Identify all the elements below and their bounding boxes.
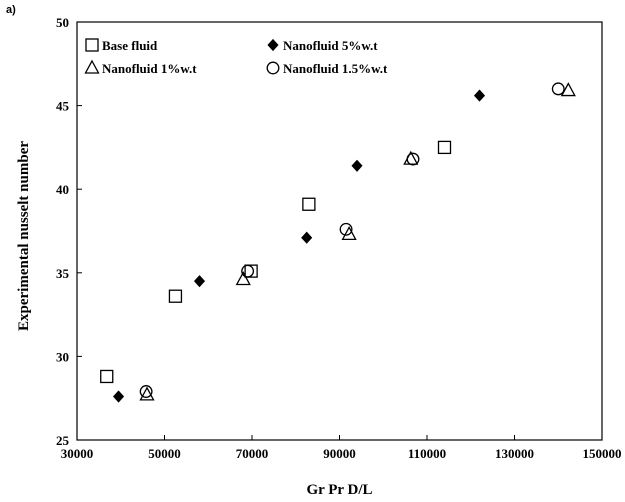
legend-item: Nanofluid 1%w.t xyxy=(84,59,197,76)
legend: Base fluid Nanofluid 5%w.t Nanofluid 1%w.t… xyxy=(84,38,388,76)
y-tick-label: 25 xyxy=(56,433,70,448)
data-point xyxy=(139,386,155,401)
data-point xyxy=(193,275,206,288)
legend-item: Nanofluid 1.5%w.t xyxy=(266,61,388,76)
legend-item: Base fluid xyxy=(85,38,158,53)
series-3 xyxy=(139,82,565,398)
x-tick-label: 130000 xyxy=(495,446,534,461)
y-tick-label: 30 xyxy=(56,349,69,364)
x-axis-title: Gr Pr D/L xyxy=(306,482,372,498)
y-tick-label: 40 xyxy=(56,182,69,197)
legend-label: Nanofluid 1.5%w.t xyxy=(283,61,388,76)
data-point xyxy=(437,140,452,155)
series-0 xyxy=(100,140,452,384)
data-point xyxy=(341,225,357,240)
data-point xyxy=(473,89,486,102)
x-tick-label: 70000 xyxy=(236,446,269,461)
x-tick-label: 50000 xyxy=(148,446,181,461)
data-point xyxy=(339,222,353,236)
legend-label: Nanofluid 5%w.t xyxy=(283,38,378,53)
data-point xyxy=(351,159,363,172)
data-point xyxy=(113,390,125,403)
series-2 xyxy=(139,82,576,401)
y-tick-label: 35 xyxy=(56,266,70,281)
data-point xyxy=(551,82,565,96)
panel-label: a) xyxy=(6,4,16,16)
legend-marker xyxy=(267,38,279,52)
axis-ticks: 30000 50000 70000 90000 110000 130000 150000 25… xyxy=(56,15,622,461)
data-marks xyxy=(100,82,576,403)
legend-label: Nanofluid 1%w.t xyxy=(102,61,197,76)
plot-border xyxy=(76,21,603,441)
x-tick-label: 30000 xyxy=(61,446,94,461)
data-point xyxy=(301,231,313,244)
legend-item: Nanofluid 5%w.t xyxy=(267,38,378,53)
legend-label: Base fluid xyxy=(102,38,158,53)
data-point xyxy=(406,152,420,166)
legend-marker xyxy=(266,61,280,75)
data-point xyxy=(100,369,114,384)
legend-marker xyxy=(84,59,100,74)
data-point xyxy=(560,82,576,97)
data-point xyxy=(241,264,255,278)
x-tick-label: 90000 xyxy=(323,446,356,461)
data-point xyxy=(139,385,153,398)
plot-area xyxy=(76,21,603,441)
x-tick-label: 110000 xyxy=(408,446,446,461)
x-tick-label: 150000 xyxy=(583,446,622,461)
data-point xyxy=(235,271,251,286)
data-point xyxy=(168,289,183,303)
data-point xyxy=(244,264,258,278)
legend-marker xyxy=(85,38,99,52)
series-1 xyxy=(113,89,486,403)
y-axis-title: Experimental nusselt number xyxy=(16,141,32,331)
data-point xyxy=(302,197,316,211)
y-tick-label: 50 xyxy=(56,15,69,30)
y-tick-label: 45 xyxy=(56,99,70,114)
